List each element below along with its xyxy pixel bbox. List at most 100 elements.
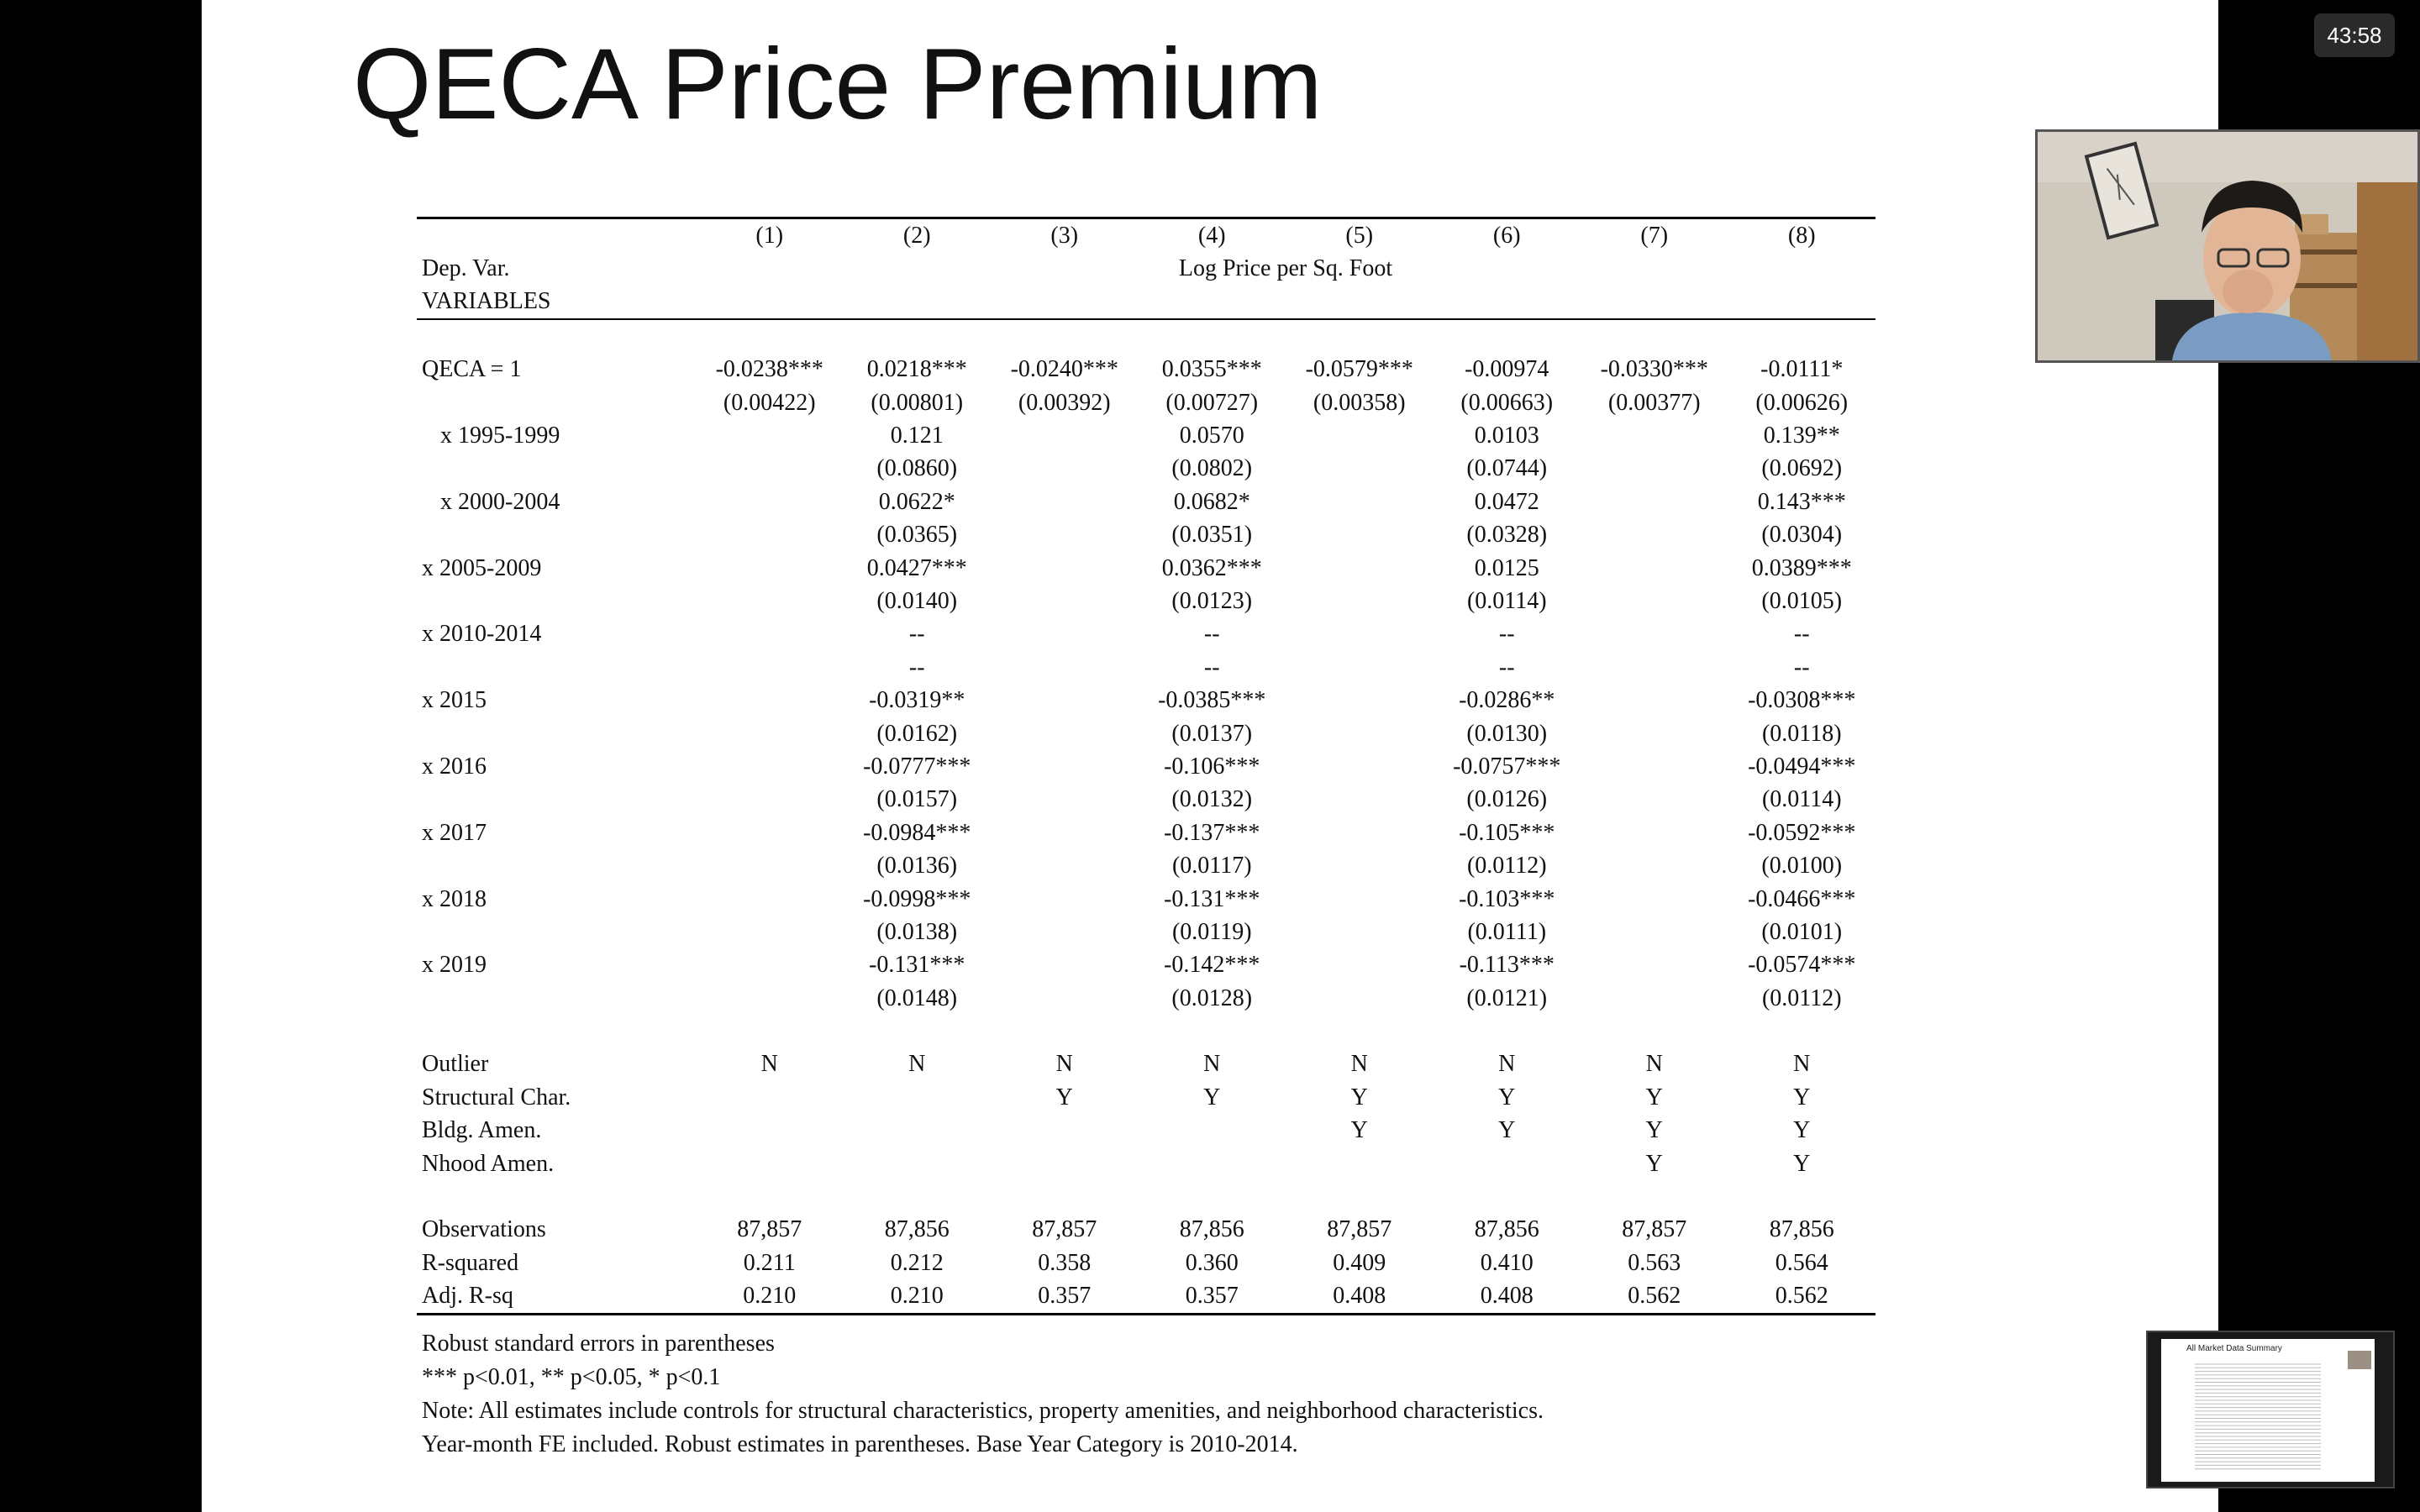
column-number: (8): [1728, 217, 1876, 253]
header-blank: [843, 285, 991, 321]
coefficient-row: (0.0140) (0.0123) (0.0114) (0.0105): [417, 585, 1876, 617]
coefficient-cell: (0.0148): [876, 984, 958, 1011]
row-label-text: x 2005-2009: [422, 554, 542, 581]
control-cell: [1139, 1147, 1286, 1180]
coefficient-cell: [991, 916, 1139, 948]
coefficient-cell: (0.0101): [1761, 918, 1843, 945]
coefficient-cell: [991, 717, 1139, 750]
note-line: Robust standard errors in parentheses: [422, 1331, 775, 1357]
coefficient-cell: --: [1793, 654, 1810, 680]
coefficient-row: (0.00422) (0.00801) (0.00392) (0.00727) (0.0…: [417, 386, 1876, 419]
coefficient-row: (0.0157) (0.0132) (0.0126) (0.0114): [417, 784, 1876, 816]
header-blank: [1581, 285, 1728, 321]
slide-thumbnail[interactable]: All Market Data Summary: [2146, 1331, 2395, 1488]
header-blank: [1433, 285, 1581, 321]
header-blank: [991, 285, 1139, 321]
coefficient-cell: [696, 883, 844, 916]
coefficient-cell: (0.00727): [1165, 389, 1259, 416]
coefficient-row: QECA = 1 -0.0238*** 0.0218*** -0.0240*** 0.0…: [417, 354, 1876, 386]
coefficient-cell: -0.0240***: [1010, 356, 1118, 383]
coefficient-cell: (0.0114): [1466, 587, 1547, 614]
coefficient-cell: [991, 552, 1139, 585]
coefficient-cell: (0.0112): [1761, 984, 1842, 1011]
coefficient-cell: [696, 684, 844, 717]
participant-video-tile[interactable]: [2035, 129, 2420, 363]
coefficient-cell: (0.00377): [1607, 389, 1701, 416]
coefficient-cell: --: [1793, 621, 1810, 648]
stat-cell: 0.360: [1185, 1249, 1239, 1276]
coefficient-cell: -0.00974: [1465, 356, 1549, 383]
coefficient-cell: (0.00801): [871, 389, 964, 416]
column-number: (2): [843, 217, 991, 253]
stat-cell: 87,857: [1327, 1216, 1392, 1243]
coefficient-cell: [696, 453, 844, 486]
coefficient-cell: [1286, 784, 1434, 816]
coefficient-cell: [1286, 419, 1434, 452]
coefficient-cell: [1581, 453, 1728, 486]
thumbnail-table-preview: [2195, 1351, 2371, 1470]
row-label-text: x 2018: [422, 885, 487, 912]
coefficient-cell: -0.0592***: [1748, 819, 1856, 846]
stat-cell: 87,857: [1032, 1216, 1097, 1243]
control-cell: [696, 1147, 844, 1180]
header-blank: [696, 285, 844, 321]
coefficient-cell: (0.0304): [1761, 522, 1843, 549]
control-cell: Y: [1203, 1084, 1221, 1110]
control-cell: N: [1793, 1051, 1811, 1078]
control-cell: Y: [1055, 1084, 1073, 1110]
row-label: [417, 453, 696, 486]
coefficient-cell: 0.0570: [1179, 423, 1244, 449]
coefficient-cell: [696, 717, 844, 750]
coefficient-cell: (0.0130): [1466, 720, 1548, 747]
row-label-text: x 1995-1999: [440, 423, 560, 449]
coefficient-cell: (0.0126): [1466, 786, 1548, 813]
coefficient-cell: (0.0140): [876, 587, 958, 614]
coefficient-cell: --: [1498, 621, 1515, 648]
spacer-cell: [417, 319, 1876, 353]
coefficient-cell: (0.00626): [1755, 389, 1849, 416]
coefficient-cell: [991, 651, 1139, 684]
coefficient-cell: [991, 585, 1139, 617]
coefficient-cell: [696, 849, 844, 882]
stat-label: Adj. R-sq: [417, 1279, 696, 1315]
coefficient-cell: (0.0100): [1761, 853, 1843, 879]
coefficient-cell: [991, 949, 1139, 982]
coefficient-cell: [1581, 651, 1728, 684]
control-cell: [844, 1147, 992, 1180]
coefficient-cell: -0.0579***: [1305, 356, 1413, 383]
control-cell: [1286, 1147, 1434, 1180]
coefficient-cell: [991, 684, 1139, 717]
coefficient-cell: (0.00392): [1018, 389, 1111, 416]
row-label-text: x 2000-2004: [440, 488, 560, 515]
slide-title: QECA Price Premium: [353, 28, 1323, 140]
column-number: (6): [1433, 217, 1581, 253]
row-label: x 2019: [417, 949, 696, 982]
coefficient-cell: [696, 816, 844, 849]
coefficient-cell: [1286, 552, 1434, 585]
coefficient-cell: [1581, 816, 1728, 849]
coefficient-cell: -0.0494***: [1748, 753, 1856, 780]
row-label: x 1995-1999: [417, 419, 696, 452]
control-label: Bldg. Amen.: [422, 1117, 542, 1144]
stat-cell: 0.357: [991, 1279, 1139, 1315]
coefficient-row: x 2000-2004 0.0622* 0.0682* 0.0472 0.143***: [417, 486, 1876, 518]
coefficient-cell: [991, 750, 1139, 783]
stat-row: R-squared 0.211 0.212 0.358 0.360 0.409 0.410 0…: [417, 1247, 1876, 1279]
coefficient-cell: [696, 519, 844, 552]
control-cell: [991, 1147, 1139, 1180]
control-cell: Y: [1645, 1150, 1663, 1177]
row-label: [417, 916, 696, 948]
coefficient-cell: -0.137***: [1164, 819, 1260, 846]
coefficient-cell: [696, 651, 844, 684]
variables-header-row: VARIABLES: [417, 285, 1876, 321]
coefficient-cell: (0.0351): [1171, 522, 1253, 549]
row-label: [417, 519, 696, 552]
coefficient-cell: [1286, 816, 1434, 849]
row-label-text: x 2016: [422, 753, 487, 780]
meeting-timer: 43:58: [2314, 13, 2395, 57]
spacer-row: [417, 1015, 1876, 1047]
control-label: Nhood Amen.: [422, 1150, 555, 1177]
stat-cell: 87,856: [1769, 1216, 1834, 1243]
stat-label: R-squared: [422, 1249, 519, 1276]
coefficient-cell: [1286, 585, 1434, 617]
